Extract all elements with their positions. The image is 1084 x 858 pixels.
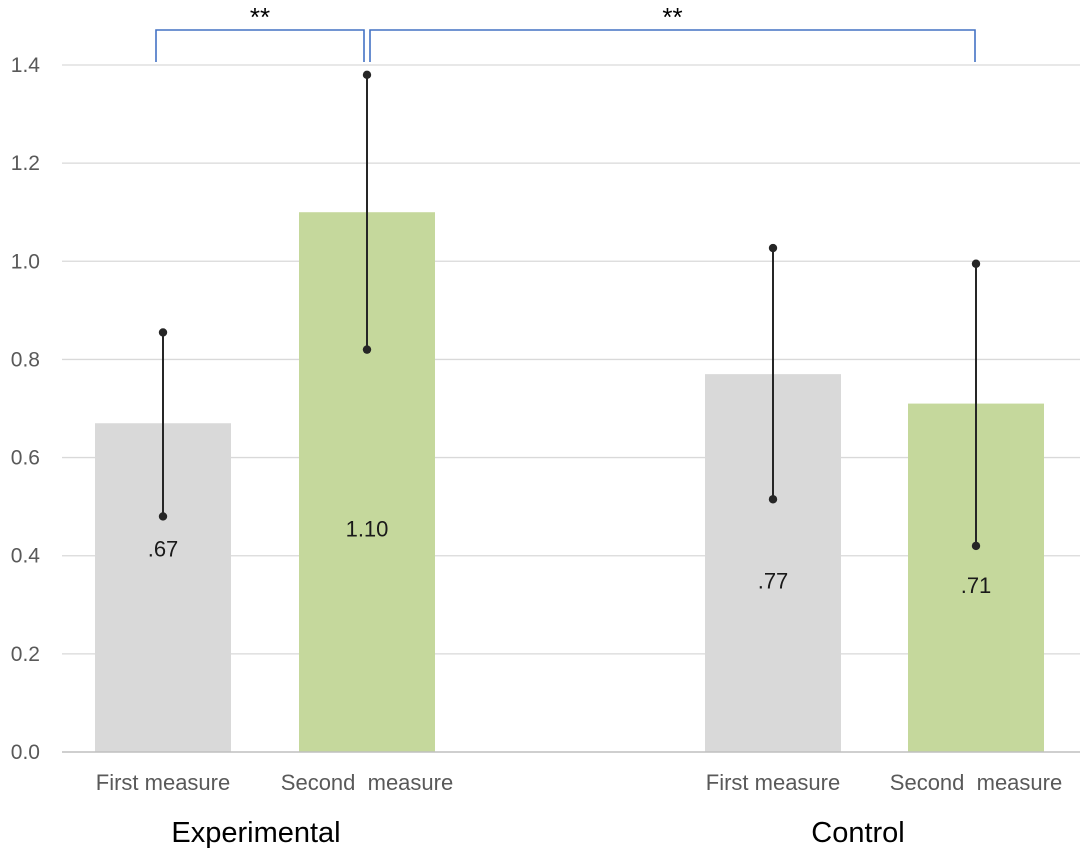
error-bar-cap-high (362, 70, 372, 80)
error-bar-cap-low (362, 345, 372, 354)
data-label: .67 (148, 536, 179, 561)
y-tick-label: 0.0 (11, 741, 40, 764)
error-bar-cap-high (768, 243, 778, 253)
y-tick-label: 0.4 (11, 545, 41, 568)
error-bar-cap-high (971, 259, 981, 268)
data-label: 1.10 (346, 517, 389, 542)
x-category-label: Second measure (281, 770, 453, 795)
x-category-label: Second measure (890, 770, 1062, 795)
significance-marker: ** (250, 2, 270, 32)
data-label: .71 (961, 573, 992, 598)
x-category-label: First measure (96, 770, 230, 795)
error-bar-cap-high (158, 328, 168, 337)
error-bar-cap-low (158, 512, 168, 521)
x-category-label: First measure (706, 770, 840, 795)
significance-bracket (155, 29, 365, 62)
significance-bracket (369, 29, 976, 62)
data-label: .77 (758, 568, 789, 593)
significance-marker: ** (662, 2, 682, 32)
y-tick-label: 1.0 (11, 250, 40, 273)
group-label: Control (811, 817, 905, 849)
y-tick-label: 1.4 (11, 54, 41, 77)
error-bar-cap-low (971, 541, 981, 551)
y-tick-label: 0.8 (11, 348, 40, 371)
y-tick-label: 1.2 (11, 152, 40, 175)
y-tick-label: 0.2 (11, 643, 40, 666)
group-label: Experimental (171, 817, 340, 849)
error-bar-cap-low (768, 495, 778, 504)
y-tick-label: 0.6 (11, 447, 40, 470)
